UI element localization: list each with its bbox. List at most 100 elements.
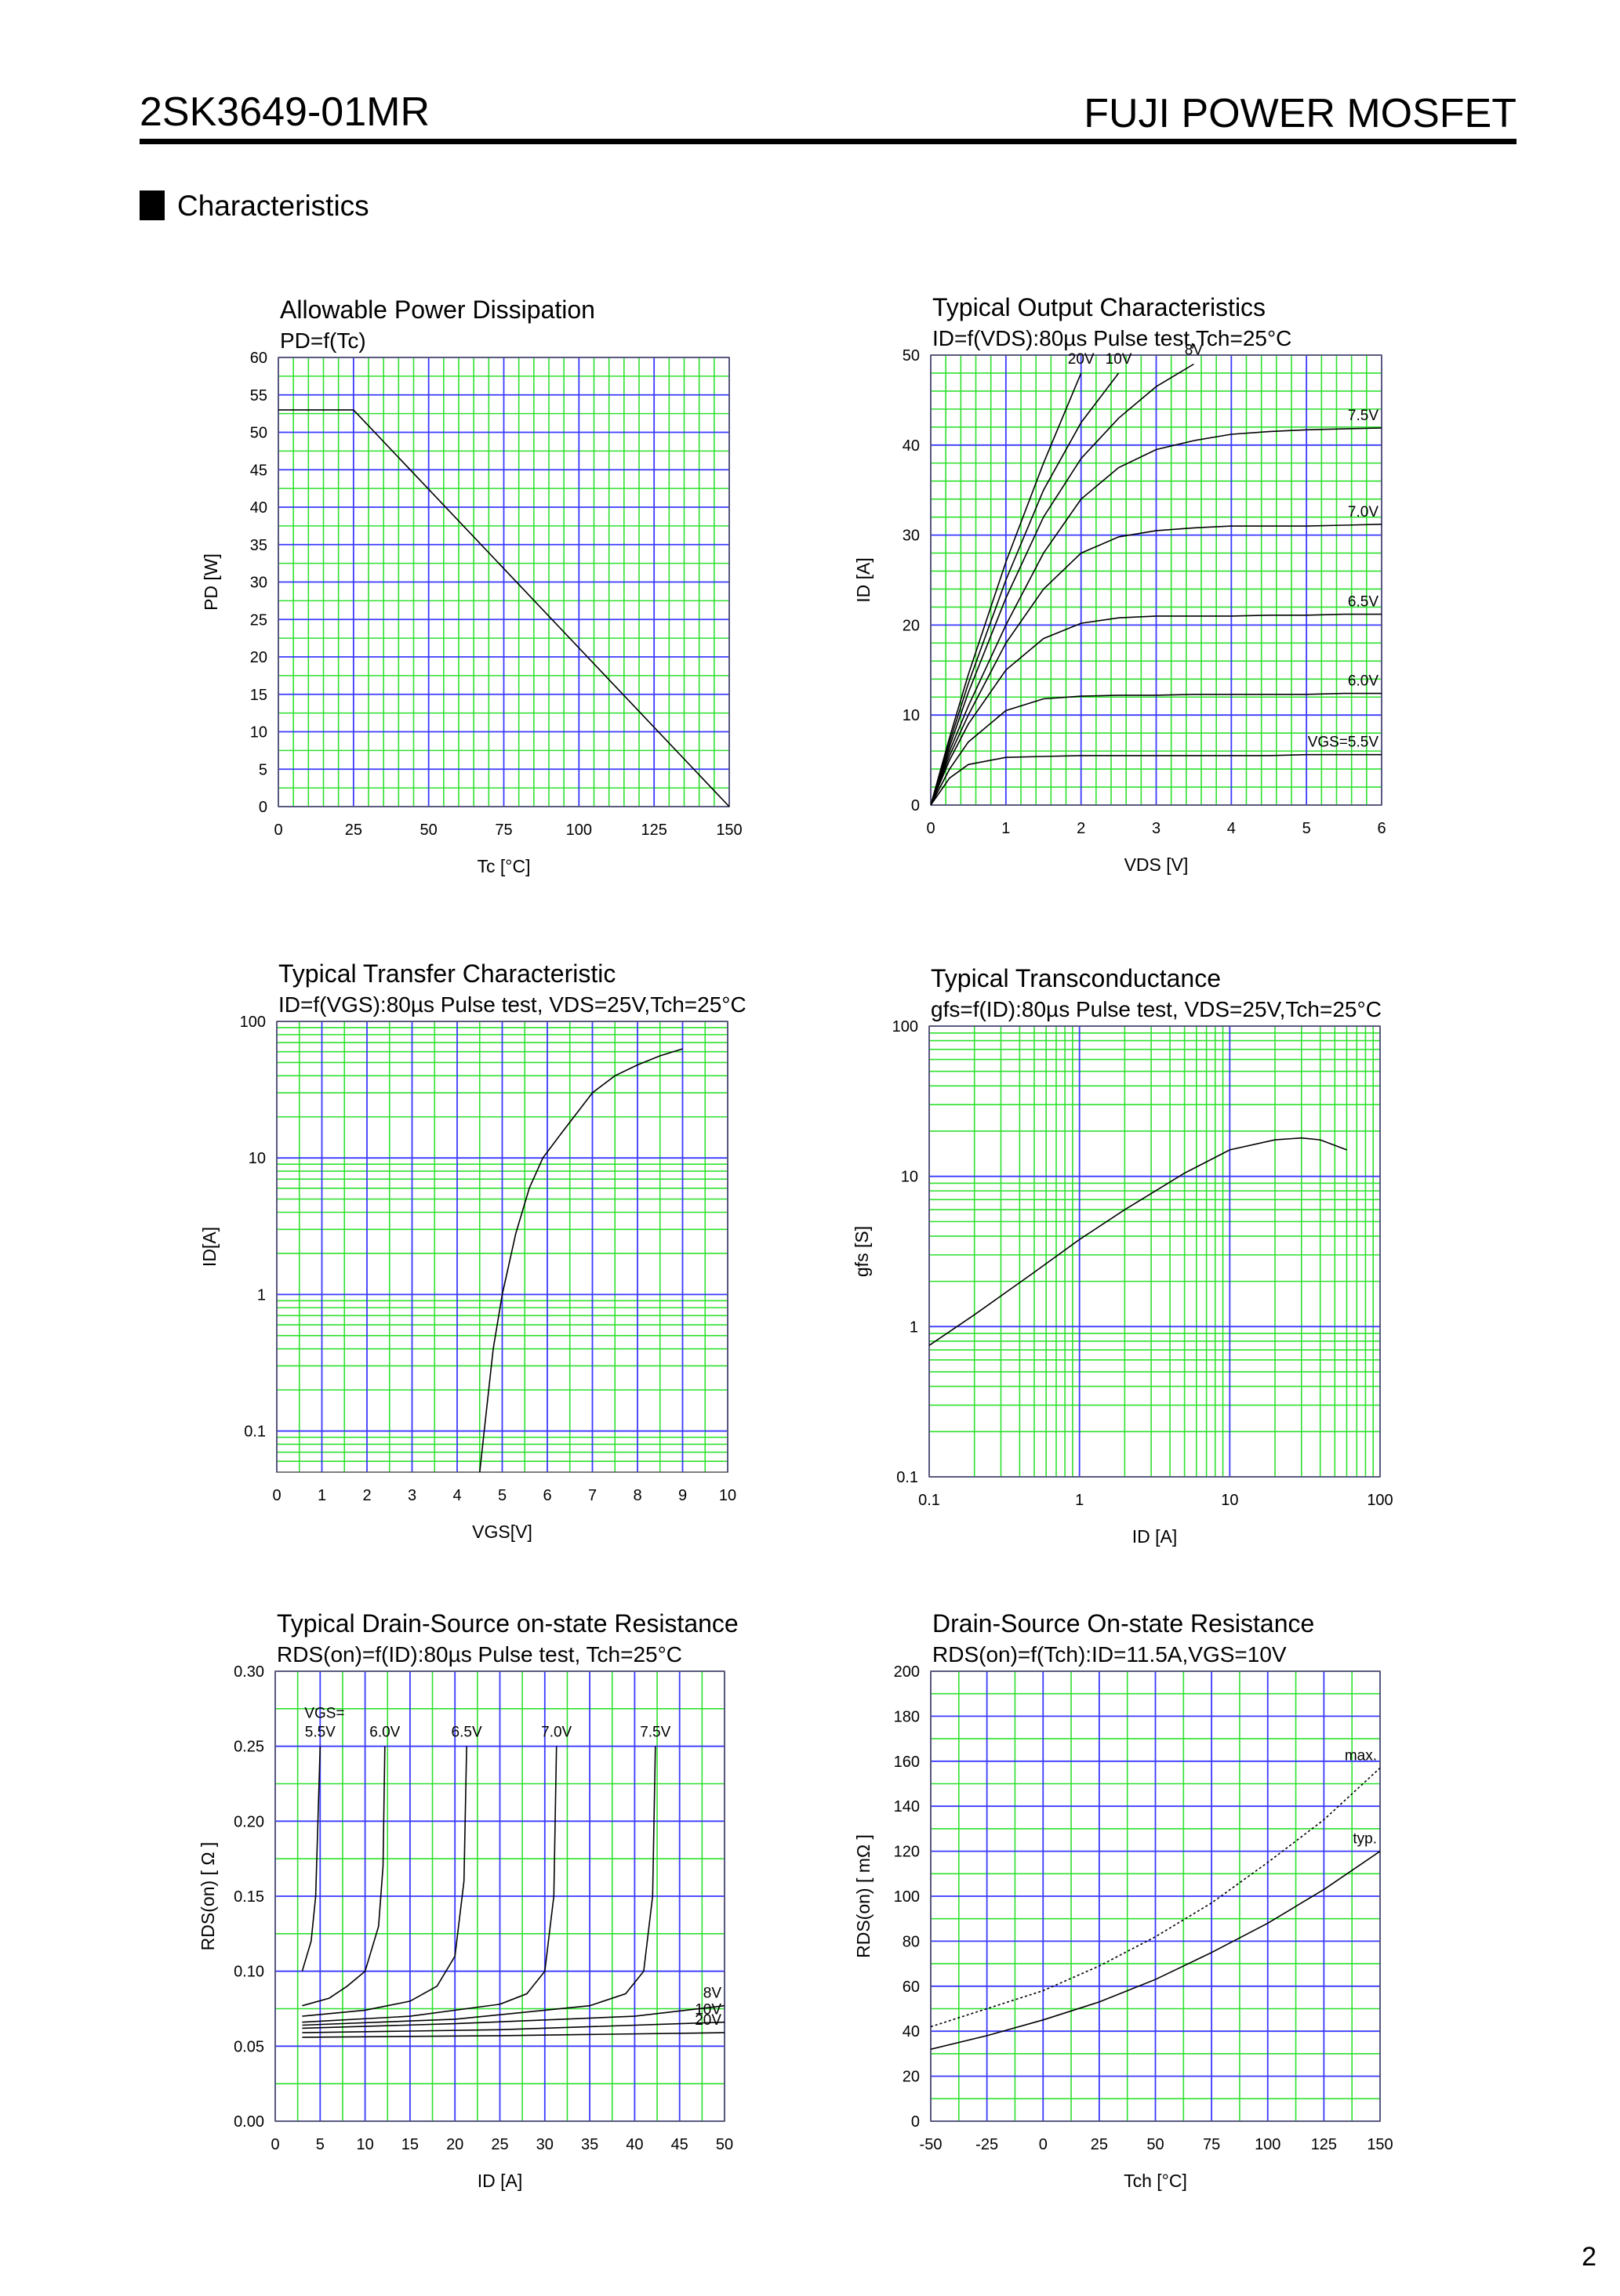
x-tick-label: 45 [671,2136,688,2153]
y-tick-label: 100 [894,1888,920,1906]
x-tick-label: 0 [1039,2136,1048,2153]
series-line [302,2021,725,2033]
series-label: 6.5V [1348,594,1378,611]
x-tick-label: 15 [401,2136,419,2153]
y-tick-label: 0 [911,2113,920,2131]
x-axis-label: VDS [V] [1124,854,1189,875]
x-tick-label: 100 [1367,1492,1393,1509]
plot-frame [276,1021,728,1473]
series-line [931,427,1382,806]
series-label: max. [1345,1747,1377,1764]
y-axis-label: RDS(on) [ mΩ ] [853,1834,874,1958]
series-line [931,753,1382,806]
y-tick-label: 40 [903,2023,920,2040]
y-tick-label: 10 [250,724,267,742]
series-line [302,2032,725,2038]
series-label: 10V [1106,351,1132,368]
y-tick-label: 15 [250,687,267,704]
x-tick-label: 40 [626,2136,643,2153]
x-tick-label: 25 [491,2136,508,2153]
y-tick-label: 0 [259,799,267,816]
y-tick-label: 35 [250,537,267,554]
chart-title: Typical Drain-Source on-state Resistance [277,1609,739,1638]
series-line [931,524,1382,806]
plot-frame [274,1670,725,2122]
chart: 0.1 1 10 100 0.1 1 10 100 Typical Transconductan… [852,964,1393,1547]
y-axis-label: ID [A] [853,557,874,603]
chart-title: Typical Transfer Characteristic [278,959,616,988]
page-number: 2 [1582,2242,1596,2272]
y-axis-label: gfs [S] [852,1226,872,1277]
x-axis-label: VGS[V] [472,1522,532,1542]
y-tick-label: 25 [250,611,267,629]
series-label: 7.0V [541,1725,572,1741]
y-tick-label: 20 [903,2069,920,2086]
y-tick-label: 50 [903,347,920,365]
series-line [931,613,1382,806]
x-axis-label: Tch [°C] [1124,2171,1187,2191]
y-tick-label: 40 [903,437,920,455]
y-tick-label: 200 [894,1663,920,1681]
x-tick-label: 4 [1227,820,1236,837]
chart-subtitle: ID=f(VDS):80µs Pulse test,Tch=25°C [932,326,1291,350]
x-tick-label: -50 [920,2136,943,2153]
series-line [302,1746,656,2026]
x-tick-label: 50 [420,822,438,839]
chart: 0 5 10 15 20 25 30 35 40 45 50 0.00 0.05 0.10 0.15 0.20… [198,1609,739,2191]
y-tick-label: 55 [250,387,267,404]
x-tick-label: 150 [1367,2136,1393,2153]
plot-area [929,1026,1380,1477]
chart: 0 1 2 3 4 5 6 7 8 9 10 0.1 1 10 100 Typical Transfer Ch… [199,959,746,1542]
y-tick-label: 0.15 [234,1888,264,1906]
x-tick-label: 4 [452,1487,461,1504]
chart-subtitle: PD=f(Tc) [280,328,366,353]
x-tick-label: 3 [408,1487,416,1504]
y-tick-label: 1 [910,1318,918,1336]
y-tick-label: 0.05 [234,2038,264,2055]
series-line [278,409,729,807]
y-tick-label: 0.25 [234,1739,264,1756]
series-label: 7.5V [640,1725,670,1741]
x-tick-label: 0 [926,820,935,837]
series-line [931,372,1120,806]
series-label: 6.0V [369,1725,400,1741]
y-tick-label: 0.1 [244,1424,266,1441]
x-tick-label: 9 [678,1487,687,1504]
x-tick-label: 25 [345,822,362,839]
y-tick-label: 180 [894,1708,920,1725]
x-tick-label: 8 [633,1487,641,1504]
x-tick-label: 5 [498,1487,507,1504]
y-tick-label: 20 [903,617,920,634]
series-label: 20V [1068,351,1095,368]
series-label: 6.5V [452,1725,482,1741]
x-tick-label: 10 [356,2136,373,2153]
y-tick-label: 0.10 [234,1964,264,1981]
x-tick-label: 0 [272,1487,281,1504]
series-label: 7.0V [1348,504,1378,520]
plot-frame [928,1025,1381,1478]
x-tick-label: 50 [1146,2136,1164,2153]
x-tick-label: 0 [274,822,282,839]
x-tick-label: 50 [716,2136,733,2153]
series-label: 7.5V [1348,408,1378,424]
x-tick-label: 125 [1311,2136,1337,2153]
series-label: 6.0V [1348,673,1378,690]
header-rule [140,139,1516,144]
y-tick-label: 0.00 [234,2113,264,2131]
chart-title: Typical Transconductance [931,964,1221,992]
x-tick-label: 6 [543,1487,551,1504]
chart: -50 -25 0 25 50 75 100 125 150 0 20 40 60 80 100 120 140… [853,1609,1393,2191]
x-tick-label: 5 [1302,820,1311,837]
y-tick-label: 0.1 [896,1469,918,1486]
y-tick-label: 0.30 [234,1663,264,1681]
x-tick-label: 2 [362,1487,371,1504]
series-line [302,1746,386,2007]
x-tick-label: 30 [536,2136,554,2153]
chart-subtitle: ID=f(VGS):80µs Pulse test, VDS=25V,Tch=2… [278,992,746,1017]
y-axis-label: RDS(on) [ Ω ] [198,1842,218,1951]
y-tick-label: 120 [894,1844,920,1861]
x-tick-label: 35 [581,2136,598,2153]
y-axis-label: ID[A] [199,1227,220,1267]
